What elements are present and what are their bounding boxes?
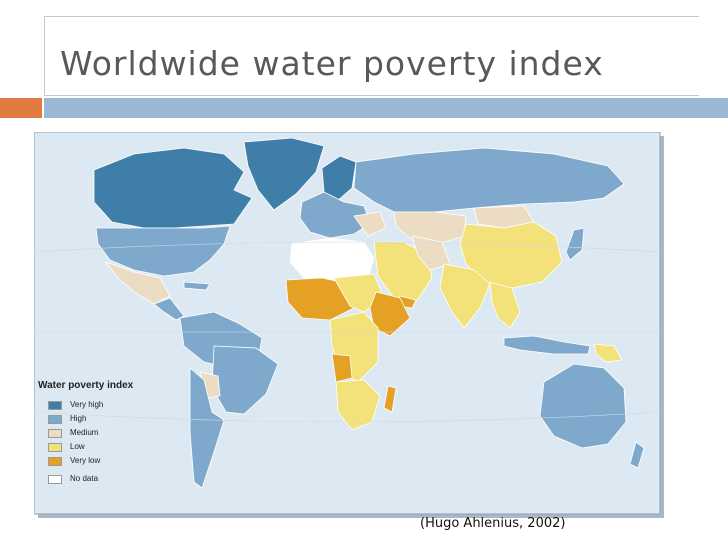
legend-label: High (70, 414, 87, 423)
accent-bar-orange (0, 98, 42, 118)
legend-label: No data (70, 474, 99, 483)
legend-swatch (48, 475, 62, 484)
legend-swatch (48, 429, 62, 438)
region-southeast-asia (489, 281, 521, 329)
region-caribbean (183, 281, 211, 291)
source-credit: (Hugo Ahlenius, 2002) (420, 516, 566, 531)
legend-swatch (48, 457, 62, 466)
region-new-zealand (629, 441, 645, 469)
region-russia (353, 147, 625, 213)
region-japan (565, 227, 585, 261)
world-map (34, 132, 664, 518)
accent-bar-blue (44, 98, 728, 118)
legend-swatch (48, 401, 62, 410)
region-middle-east (373, 241, 433, 303)
region-angola (331, 353, 353, 383)
world-map-svg (34, 132, 664, 518)
region-papua-new-guinea (593, 343, 623, 363)
legend-label: Very high (70, 400, 104, 409)
legend-label: Low (70, 442, 85, 451)
region-indonesia (503, 335, 591, 355)
region-china (459, 221, 563, 289)
region-west-africa (285, 277, 355, 321)
region-india (439, 263, 491, 329)
region-madagascar (383, 385, 397, 413)
region-europe (299, 191, 371, 239)
region-horn-of-africa (369, 291, 411, 337)
legend-swatch (48, 415, 62, 424)
legend-label: Very low (70, 456, 101, 465)
slide-title: Worldwide water poverty index (60, 44, 604, 83)
title-frame (44, 16, 699, 96)
region-greenland (243, 137, 325, 211)
region-southern-cone (189, 367, 225, 489)
region-eastern-europe (353, 211, 387, 237)
legend-title: Water poverty index (38, 380, 134, 391)
map-graticule (34, 241, 661, 423)
legend-swatch (48, 443, 62, 452)
region-mexico (105, 261, 171, 305)
region-usa (95, 225, 231, 277)
region-australia (539, 363, 627, 449)
region-iran (411, 235, 451, 271)
legend-label: Medium (70, 428, 99, 437)
region-canada (93, 147, 253, 229)
